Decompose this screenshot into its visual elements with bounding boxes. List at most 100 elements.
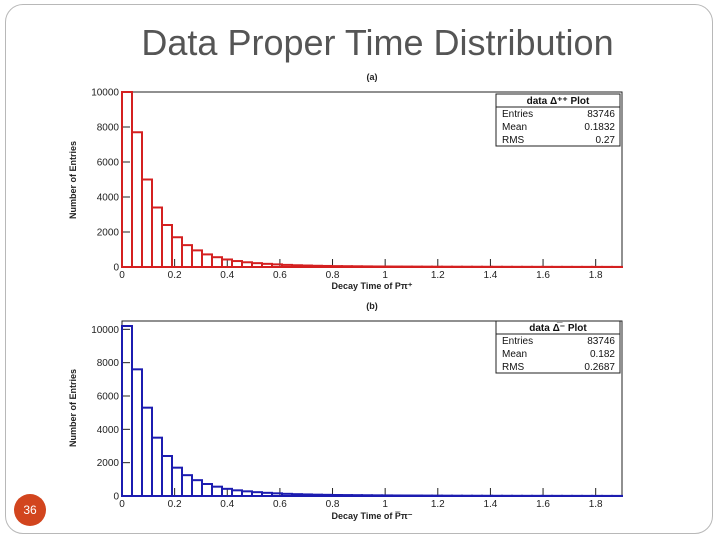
panel-b-histogram-bin [401, 494, 413, 497]
panel-b-histogram-bin [191, 479, 203, 497]
panel-b-histogram-bin [211, 485, 223, 497]
panel-b-histogram-bin [371, 494, 383, 498]
panel-b-x-tick-label: 0.8 [326, 499, 340, 510]
panel-a-x-tick-label: 1.2 [431, 270, 445, 281]
panel-b-histogram-bin [171, 466, 183, 497]
panel-a-x-tick-label: 0.2 [168, 270, 182, 281]
panel-a-histogram-bin [231, 260, 243, 268]
panel-b-histogram-bin [311, 493, 323, 497]
panel-a-stat-label: Mean [502, 122, 527, 133]
panel-b-histogram-bin [181, 474, 193, 497]
panel-a-histogram-bin [241, 261, 253, 268]
panel-a-histogram-bin [351, 265, 363, 268]
panel-b-histogram-bin [281, 492, 293, 498]
panel-b-x-tick-label: 1.4 [483, 499, 497, 510]
panel-b-histogram-bin [151, 436, 163, 497]
panel-a-y-axis: 0 2000 4000 6000 8000 10000 [91, 88, 130, 274]
panel-b-y-tick-label: 6000 [97, 392, 120, 403]
panel-b-x-tick-label: 1 [382, 499, 388, 510]
panel-b-stat-value: 0.2687 [584, 362, 615, 373]
panel-a-y-tick-label: 4000 [97, 193, 120, 204]
panel-b-histogram-bin [341, 494, 353, 498]
panel-a-histogram-bin [161, 224, 173, 268]
panel-a-histogram-bin [341, 265, 353, 268]
panel-a-histogram-bin [201, 253, 213, 268]
panel-b-y-tick-label: 10000 [91, 325, 119, 336]
panel-b-histogram-bin [291, 493, 303, 497]
panel-a-histogram-bin [291, 264, 303, 268]
panel-b-x-tick-label: 0 [119, 499, 125, 510]
panel-b-stat-label: RMS [502, 362, 525, 373]
panel-a-stats-frame [495, 93, 621, 147]
panel-b-histogram-bin [251, 491, 263, 497]
panel-b-y-axis-title: Number of Entries [68, 369, 78, 447]
panel-b-histogram-bin [271, 492, 283, 498]
panel-a-histogram-bin [271, 263, 283, 268]
panel-b-y-tick-label: 4000 [97, 425, 120, 436]
panel-b-histogram-bin [321, 493, 333, 498]
panel-a-histogram-bin [131, 131, 143, 268]
panel-b-x-tick-label: 0.4 [220, 499, 234, 510]
panel-b-stats-box: data Δ̅⁻ Plot Entries 83746 Mean 0.182 R… [495, 320, 621, 374]
panel-a-x-tick-label: 1.4 [483, 270, 497, 281]
panel-a-histogram-bin [251, 262, 263, 268]
panel-b-histogram-bin [261, 491, 273, 498]
panel-a-x-tick-label: 0.8 [326, 270, 340, 281]
panel-a-x-axis: 0 0.2 0.4 0.6 0.8 1 1.2 1.4 1.6 1.8 [119, 259, 603, 281]
panel-b-histogram-bin [301, 493, 313, 497]
panel-b-histogram-bin [351, 494, 363, 497]
panel-b-histogram-bin [391, 494, 403, 498]
panel-a-y-tick-label: 8000 [97, 123, 120, 134]
panel-a-stat-value: 0.27 [596, 135, 616, 146]
panel-a-x-tick-label: 0.6 [273, 270, 287, 281]
panel-b: (b) 0 2000 4000 6000 8000 10000 0 0.2 0.4 0.6 0.8… [68, 301, 623, 521]
panel-a-label: (a) [367, 72, 378, 82]
panel-a-histogram-bin [361, 265, 373, 269]
panel-a-stat-value: 0.1832 [584, 122, 615, 133]
panel-a-stat-label: Entries [502, 109, 533, 120]
panel-a-histogram-bin [281, 263, 293, 268]
panel-a-histogram-bin [321, 264, 333, 269]
panel-a-x-tick-label: 0 [119, 270, 125, 281]
panel-b-y-tick-label: 8000 [97, 358, 120, 369]
panel-a-x-axis-title: Decay Time of Pπ⁺ [331, 281, 412, 291]
panel-b-histogram-bin [121, 325, 133, 497]
panel-a-histogram-bin [191, 249, 203, 268]
panel-b-stat-value: 0.182 [590, 349, 615, 360]
panel-b-stat-label: Entries [502, 336, 533, 347]
panel-b-histogram-bin [131, 368, 143, 498]
panel-a-stats-title: data Δ⁺⁺ Plot [527, 96, 590, 107]
panel-b-y-tick-label: 0 [113, 492, 119, 503]
panel-b-histogram-bin [381, 494, 393, 497]
panel-a-stat-label: RMS [502, 135, 525, 146]
panel-a-histogram-bin [211, 256, 223, 269]
panel-b-histogram-bin [161, 455, 173, 497]
panel-a-histogram-bin [181, 244, 193, 268]
panel-a-histogram-bin [141, 178, 153, 268]
panel-b-histogram-bin [201, 483, 213, 497]
panel-b-x-tick-label: 1.6 [536, 499, 550, 510]
panel-b-x-tick-label: 1.8 [589, 499, 603, 510]
panel-a: (a) 0 2000 4000 6000 8000 10000 0 0.2 0.4 0.6 0.8… [68, 72, 623, 291]
slide-title: Data Proper Time Distribution [141, 22, 614, 63]
panel-b-stat-label: Mean [502, 349, 527, 360]
panel-a-y-axis-title: Number of Entries [68, 141, 78, 219]
panel-b-histogram-bin [231, 489, 243, 498]
panel-a-histogram-bin [121, 91, 133, 268]
slide-number-badge: 36 [14, 494, 46, 526]
panel-a-x-tick-label: 0.4 [220, 270, 234, 281]
panel-a-stat-value: 83746 [587, 109, 615, 120]
panel-b-x-tick-label: 0.2 [168, 499, 182, 510]
panel-a-histogram-bin [151, 206, 163, 268]
panel-a-x-tick-label: 1.8 [589, 270, 603, 281]
panel-b-histogram-bin [361, 494, 373, 497]
panel-a-histogram-bin [301, 264, 313, 269]
panel-a-histogram-bin [371, 265, 383, 269]
panel-b-label: (b) [366, 301, 378, 311]
panel-b-stats-title: data Δ̅⁻ Plot [529, 322, 587, 334]
panel-b-x-tick-label: 0.6 [273, 499, 287, 510]
panel-b-histogram-bin [141, 406, 153, 497]
panel-a-histogram-bin [261, 262, 273, 269]
panel-a-histogram-bin [311, 264, 323, 268]
